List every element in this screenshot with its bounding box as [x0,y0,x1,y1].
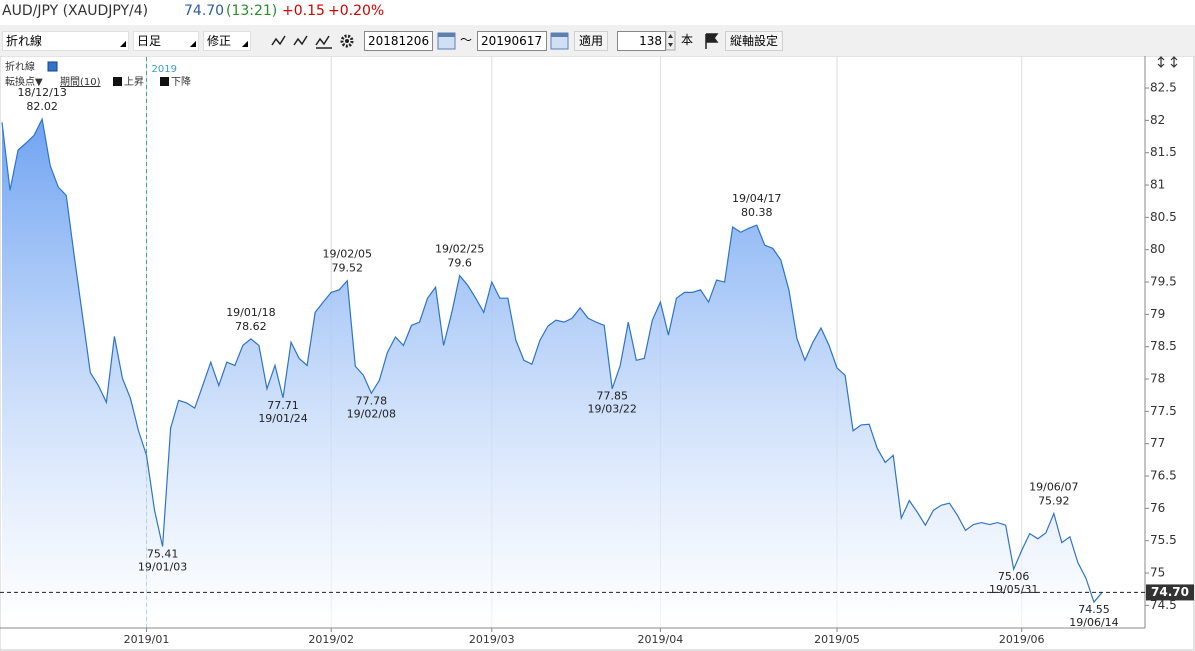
y-tick-label: 79 [1150,307,1165,321]
end-date[interactable]: 20190617 [477,31,547,51]
x-tick-label: 2019/04 [638,633,684,646]
x-tick-label: 2019/06 [999,633,1045,646]
point-date: 19/02/05 [323,248,372,261]
point-value: 77.71 [267,399,299,412]
adjust-select[interactable]: 修正 ◢ [203,31,251,51]
count-input[interactable]: 138 [617,31,666,51]
calendar-start[interactable] [437,31,457,51]
up-label[interactable]: 上昇 [124,76,144,88]
point-value: 79.52 [332,262,364,275]
point-value: 75.41 [147,548,179,561]
y-tick-label: 78.5 [1150,339,1177,353]
x-tick-label: 2019/02 [308,633,354,646]
period[interactable]: 期間(10) [60,76,101,88]
apply-button[interactable]: 適用 [574,31,609,51]
y-tick-label: 77.5 [1150,404,1177,418]
legend-swatch [47,61,58,72]
point-date: 19/04/17 [732,192,781,205]
chart-type: 折れ線 [6,34,43,48]
symbol: AUD/JPY (XAUDJPY/4) [2,3,149,19]
start-date-text: 20181206 [368,34,430,48]
price: 74.70 [184,3,225,19]
change: +0.15 [282,3,325,19]
end-date-text: 20190617 [481,34,543,48]
turning-point[interactable]: 転換点▼ [5,76,43,88]
period-select[interactable]: 日足 ◢ [133,31,199,51]
time: (13:21) [226,3,278,19]
current-price-label: 74.70 [1151,585,1189,599]
y-tick-label: 76.5 [1150,469,1177,483]
period: 日足 [137,34,162,48]
point-value: 75.06 [998,570,1030,583]
point-date: 18/12/13 [17,86,66,99]
legend-label: 折れ線 [5,60,35,73]
point-value: 80.38 [741,206,773,219]
y-tick-label: 80.5 [1150,210,1177,224]
chart-type-select[interactable]: 折れ線 ◢ [2,31,129,51]
point-value: 74.55 [1078,603,1110,616]
area [2,119,1102,628]
y-tick-label: 81 [1150,178,1165,192]
point-value: 75.92 [1038,495,1070,508]
y-tick-label: 78 [1150,372,1165,386]
year-label: 2019 [152,64,177,75]
axis-settings-text: 縦軸設定 [730,34,779,48]
current-price-box [1146,584,1194,601]
x-tick-label: 2019/03 [469,633,515,646]
count-spinner[interactable] [666,31,676,51]
y-tick-label: 80 [1150,242,1165,256]
point-value: 79.6 [447,257,472,270]
y-tick-label: 77 [1150,436,1165,450]
count-unit: 本 [681,33,694,47]
y-tick-label: 75 [1150,566,1165,580]
point-value: 78.62 [235,320,267,333]
down-label[interactable]: 下降 [171,75,191,88]
down-swatch [160,77,169,86]
x-tick-label: 2019/01 [124,633,170,646]
y-tick-label: 74.5 [1150,598,1177,612]
point-date: 19/05/31 [989,583,1038,596]
point-date: 19/01/18 [226,306,275,319]
point-value: 77.85 [596,390,628,403]
up-swatch [113,77,122,86]
point-value: 82.02 [26,100,58,113]
change-pct: +0.20% [328,3,385,19]
line [1,117,1103,604]
y-tick-label: 75.5 [1150,533,1177,547]
point-date: 19/02/25 [435,243,484,256]
tilde: 〜 [460,33,473,47]
point-date: 19/03/22 [588,403,637,416]
count-text: 138 [639,34,662,48]
point-date: 19/06/07 [1029,481,1078,494]
tool-icons[interactable] [270,31,358,51]
calendar-end[interactable] [550,31,570,51]
start-date[interactable]: 20181206 [364,31,433,51]
point-date: 19/06/14 [1069,616,1118,629]
x-tick-label: 2019/05 [814,633,860,646]
y-tick-label: 82.5 [1150,81,1177,95]
y-tick-label: 76 [1150,501,1165,515]
point-date: 19/02/08 [347,407,396,420]
y-tick-label: 81.5 [1150,145,1177,159]
adjust: 修正 [207,34,232,48]
axis-settings-button[interactable]: 縦軸設定 [725,31,784,51]
y-tick-label: 82 [1150,113,1165,127]
flag-icon[interactable] [703,31,721,51]
point-date: 19/01/24 [258,412,307,425]
y-tick-label: 79.5 [1150,275,1177,289]
point-date: 19/01/03 [138,561,187,574]
apply-text: 適用 [579,34,604,48]
point-value: 77.78 [356,394,388,407]
scale-icons[interactable] [1157,56,1178,68]
